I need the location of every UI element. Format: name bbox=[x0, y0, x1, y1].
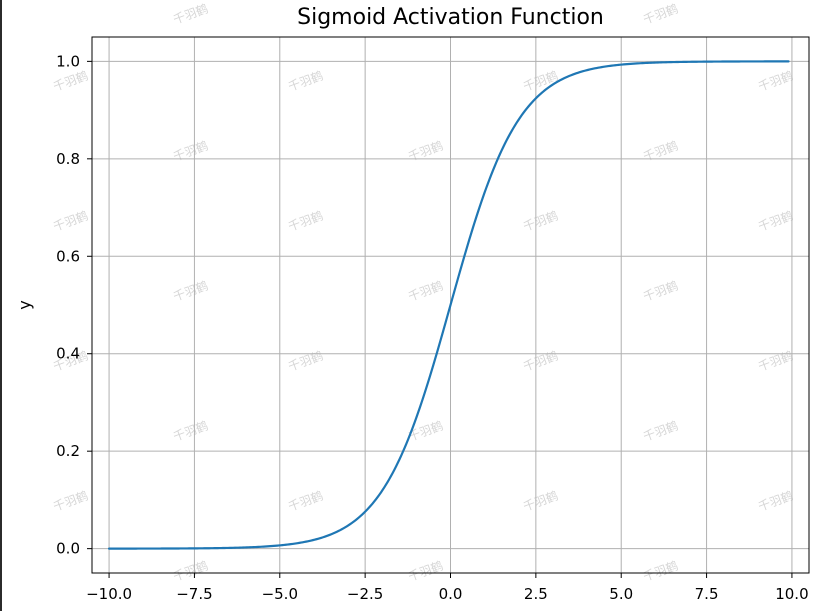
watermark-text: 千羽鹤 bbox=[521, 68, 560, 94]
watermark-text: 千羽鹤 bbox=[521, 208, 560, 234]
watermark-text: 千羽鹤 bbox=[756, 68, 795, 94]
grid-lines bbox=[92, 37, 809, 573]
watermark-text: 千羽鹤 bbox=[756, 348, 795, 374]
watermark-text: 千羽鹤 bbox=[641, 418, 680, 444]
x-tick-label: 10.0 bbox=[775, 585, 808, 603]
y-tick-label: 0.2 bbox=[56, 442, 80, 460]
y-axis-label: y bbox=[15, 300, 34, 309]
watermark-text: 千羽鹤 bbox=[641, 138, 680, 164]
watermark-text: 千羽鹤 bbox=[171, 558, 210, 584]
x-tick-label: 2.5 bbox=[524, 585, 548, 603]
watermark-text: 千羽鹤 bbox=[641, 1, 680, 27]
watermark-text: 千羽鹤 bbox=[286, 488, 325, 514]
watermark-text: 千羽鹤 bbox=[406, 138, 445, 164]
watermark-text: 千羽鹤 bbox=[286, 68, 325, 94]
x-tick-label: −5.0 bbox=[262, 585, 298, 603]
watermark-text: 千羽鹤 bbox=[756, 208, 795, 234]
watermark-text: 千羽鹤 bbox=[171, 138, 210, 164]
watermark-text: 千羽鹤 bbox=[286, 208, 325, 234]
x-axis-ticks: −10.0 −7.5 −5.0 −2.5 0.0 2.5 5.0 7.5 10.0 bbox=[86, 573, 809, 603]
y-tick-label: 0.8 bbox=[56, 150, 80, 168]
y-axis-ticks: 0.0 0.2 0.4 0.6 0.8 1.0 bbox=[56, 52, 92, 558]
watermark-text: 千羽鹤 bbox=[51, 68, 90, 94]
watermark-text: 千羽鹤 bbox=[51, 208, 90, 234]
watermark-text: 千羽鹤 bbox=[641, 278, 680, 304]
watermark-text: 千羽鹤 bbox=[641, 558, 680, 584]
x-tick-label: −7.5 bbox=[176, 585, 212, 603]
watermark-text: 千羽鹤 bbox=[51, 488, 90, 514]
watermark-text: 千羽鹤 bbox=[521, 348, 560, 374]
y-tick-label: 0.6 bbox=[56, 247, 80, 265]
series-layer bbox=[107, 60, 790, 550]
watermark-text: 千羽鹤 bbox=[171, 278, 210, 304]
chart-title: Sigmoid Activation Function bbox=[297, 5, 604, 30]
y-tick-label: 0.4 bbox=[56, 345, 80, 363]
x-tick-label: 7.5 bbox=[695, 585, 719, 603]
watermark-text: 千羽鹤 bbox=[171, 1, 210, 27]
watermark-text: 千羽鹤 bbox=[286, 348, 325, 374]
watermark-text: 千羽鹤 bbox=[756, 488, 795, 514]
watermark-text: 千羽鹤 bbox=[171, 418, 210, 444]
x-tick-label: −2.5 bbox=[347, 585, 383, 603]
x-tick-label: −10.0 bbox=[86, 585, 132, 603]
x-tick-label: 0.0 bbox=[439, 585, 463, 603]
watermark-text: 千羽鹤 bbox=[521, 488, 560, 514]
y-tick-label: 0.0 bbox=[56, 540, 80, 558]
watermark-text: 千羽鹤 bbox=[406, 558, 445, 584]
x-tick-label: 5.0 bbox=[609, 585, 633, 603]
series-line-0 bbox=[107, 60, 790, 550]
y-tick-label: 1.0 bbox=[56, 52, 80, 70]
watermark-text: 千羽鹤 bbox=[406, 278, 445, 304]
